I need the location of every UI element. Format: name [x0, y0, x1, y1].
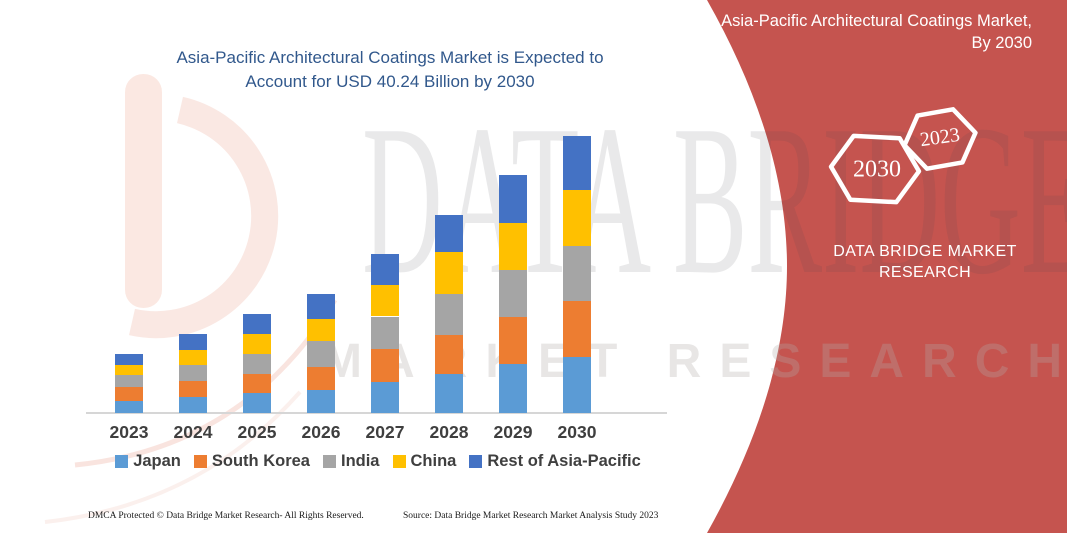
bar-segment-south-korea-2030: [563, 300, 591, 358]
bar-segment-rest-of-asia-pacific-2023: [115, 353, 143, 366]
bar-segment-rest-of-asia-pacific-2028: [435, 215, 463, 252]
legend-item-japan: Japan: [115, 452, 181, 471]
legend-label-japan: Japan: [133, 452, 181, 470]
bar-segment-japan-2024: [179, 397, 207, 413]
bar-segment-india-2029: [499, 269, 527, 318]
bar-segment-india-2025: [243, 354, 271, 374]
x-axis-label-2030: 2030: [557, 422, 597, 442]
legend-label-china: China: [410, 452, 457, 470]
logo-watermark-bowl: [129, 96, 279, 339]
bar-segment-china-2023: [115, 365, 143, 376]
bar-segment-india-2024: [179, 365, 207, 382]
hexagon-2023: [902, 107, 978, 171]
legend-item-china: China: [392, 452, 457, 471]
x-axis-label-2025: 2025: [237, 422, 277, 442]
bar-segment-rest-of-asia-pacific-2030: [563, 135, 591, 191]
legend-label-india: India: [340, 452, 380, 470]
footer-dmca-text: DMCA Protected © Data Bridge Market Rese…: [88, 511, 364, 521]
legend: Japan South Korea India China Rest of Asia-P…: [88, 452, 668, 471]
bar-segment-china-2028: [435, 251, 463, 294]
bar-segment-rest-of-asia-pacific-2025: [243, 313, 271, 335]
bar-segment-rest-of-asia-pacific-2024: [179, 333, 207, 350]
logo-watermark-swoosh-2: [44, 390, 302, 524]
chart-title-line1: Asia-Pacific Architectural Coatings Mark…: [176, 48, 604, 67]
legend-swatch-rest-of-asia-pacific: [469, 455, 483, 468]
bar-segment-india-2030: [563, 245, 591, 301]
bar-segment-india-2026: [307, 340, 335, 367]
bar-segment-south-korea-2025: [243, 373, 271, 393]
chart-title-line2: Account for USD 40.24 Billion by 2030: [245, 72, 535, 92]
legend-item-india: India: [322, 452, 380, 471]
bar-segment-india-2023: [115, 375, 143, 388]
bar-segment-china-2030: [563, 190, 591, 246]
bar-segment-china-2026: [307, 318, 335, 341]
bar-segment-china-2024: [179, 349, 207, 366]
bar-segment-south-korea-2026: [307, 366, 335, 391]
chart-title: Asia-Pacific Architectural Coatings Mark…: [110, 46, 670, 94]
bar-segment-rest-of-asia-pacific-2026: [307, 294, 335, 319]
legend-item-south-korea: South Korea: [193, 452, 310, 471]
x-axis-line: [86, 412, 667, 414]
bar-segment-india-2028: [435, 293, 463, 336]
bar-segment-south-korea-2029: [499, 317, 527, 365]
bar-segment-india-2027: [371, 316, 399, 349]
x-axis-label-2029: 2029: [493, 422, 533, 442]
bar-segment-japan-2026: [307, 390, 335, 413]
bar-segment-south-korea-2027: [371, 348, 399, 382]
bar-segment-rest-of-asia-pacific-2029: [499, 175, 527, 224]
x-axis-label-2023: 2023: [109, 422, 149, 442]
hexagon-2030-label: 2030: [853, 156, 901, 183]
legend-swatch-india: [322, 455, 336, 468]
bar-segment-south-korea-2028: [435, 335, 463, 374]
logo-watermark-stem: [125, 74, 162, 308]
side-panel-heading: Asia-Pacific Architectural Coatings Mark…: [721, 12, 1032, 53]
bar-segment-japan-2023: [115, 400, 143, 413]
bar-segment-japan-2027: [371, 381, 399, 413]
legend-swatch-japan: [115, 455, 129, 468]
bar-segment-rest-of-asia-pacific-2027: [371, 253, 399, 286]
bar-segment-south-korea-2024: [179, 381, 207, 398]
bar-segment-china-2029: [499, 223, 527, 270]
legend-swatch-south-korea: [193, 455, 207, 468]
x-axis-label-2028: 2028: [429, 422, 469, 442]
bar-segment-south-korea-2023: [115, 387, 143, 401]
bar-segment-china-2027: [371, 285, 399, 317]
footer-source-text: Source: Data Bridge Market Research Mark…: [403, 511, 659, 521]
bar-segment-china-2025: [243, 334, 271, 355]
hexagon-2030: [828, 133, 922, 205]
legend-label-south-korea: South Korea: [211, 452, 310, 470]
bar-segment-japan-2029: [499, 364, 527, 413]
brand-label: DATA BRIDGE MARKET RESEARCH: [833, 243, 1017, 281]
legend-swatch-china: [392, 455, 406, 468]
legend-item-rest-of-asia-pacific: Rest of Asia-Pacific: [469, 452, 641, 471]
legend-label-rest-of-asia-pacific: Rest of Asia-Pacific: [487, 452, 641, 470]
bar-segment-japan-2030: [563, 357, 591, 413]
x-axis-label-2027: 2027: [365, 422, 405, 442]
x-axis-label-2024: 2024: [173, 422, 213, 442]
x-axis-label-2026: 2026: [301, 422, 341, 442]
bar-segment-japan-2028: [435, 373, 463, 413]
bar-segment-japan-2025: [243, 393, 271, 413]
